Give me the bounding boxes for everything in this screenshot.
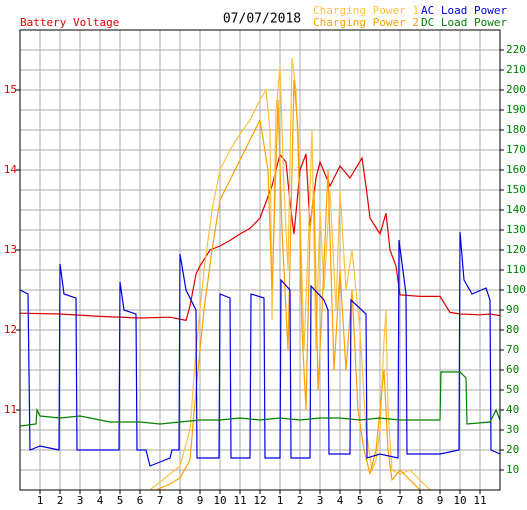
y2-tick-label: 200 <box>506 83 526 96</box>
series-line <box>155 79 421 490</box>
x-tick-label: 2 <box>57 494 64 507</box>
y2-tick-label: 80 <box>506 323 519 336</box>
y2-tick-label: 90 <box>506 303 519 316</box>
legend-label: DC Load Power <box>421 16 507 29</box>
x-tick-label: 8 <box>177 494 184 507</box>
x-tick-label: 5 <box>357 494 364 507</box>
legend-label: Charging Power 2 <box>313 16 419 29</box>
y2-tick-label: 150 <box>506 183 526 196</box>
y2-tick-label: 140 <box>506 203 526 216</box>
x-tick-label: 12 <box>253 494 266 507</box>
x-tick-label: 9 <box>197 494 204 507</box>
series-line <box>20 371 500 427</box>
x-tick-label: 3 <box>317 494 324 507</box>
y2-tick-label: 70 <box>506 343 519 356</box>
x-tick-label: 7 <box>157 494 164 507</box>
y-tick-label: 14 <box>4 163 18 176</box>
x-tick-label: 7 <box>397 494 404 507</box>
legend-label: Charging Power 1 <box>313 4 419 17</box>
plot-lines <box>20 57 500 490</box>
x-tick-label: 6 <box>137 494 144 507</box>
x-tick-label: 1 <box>37 494 44 507</box>
y2-tick-label: 160 <box>506 163 526 176</box>
x-tick-label: 10 <box>213 494 226 507</box>
y2-tick-label: 60 <box>506 363 519 376</box>
x-tick-label: 11 <box>473 494 486 507</box>
y2-tick-label: 130 <box>506 223 526 236</box>
x-tick-label: 11 <box>233 494 246 507</box>
legend-label: AC Load Power <box>421 4 507 17</box>
legend-label: Battery Voltage <box>20 16 119 29</box>
y2-tick-label: 170 <box>506 143 526 156</box>
series-line <box>20 231 500 467</box>
y2-tick-label: 40 <box>506 403 519 416</box>
y2-tick-label: 180 <box>506 123 526 136</box>
x-tick-label: 1 <box>277 494 284 507</box>
x-tick-label: 4 <box>337 494 344 507</box>
x-tick-label: 2 <box>297 494 304 507</box>
x-tick-label: 9 <box>437 494 444 507</box>
y2-tick-label: 220 <box>506 43 526 56</box>
y2-tick-label: 100 <box>506 283 526 296</box>
y2-tick-label: 210 <box>506 63 526 76</box>
y-tick-label: 12 <box>4 323 17 336</box>
y-tick-label: 11 <box>4 403 17 416</box>
x-tick-label: 3 <box>77 494 84 507</box>
x-tick-label: 4 <box>97 494 104 507</box>
y2-tick-label: 10 <box>506 463 519 476</box>
x-tick-label: 6 <box>377 494 384 507</box>
y2-tick-label: 120 <box>506 243 526 256</box>
y-tick-label: 13 <box>4 243 17 256</box>
chart-title: 07/07/2018 <box>223 12 301 27</box>
y2-tick-label: 110 <box>506 263 526 276</box>
x-tick-label: 8 <box>417 494 424 507</box>
x-tick-label: 5 <box>117 494 124 507</box>
x-tick-label: 10 <box>453 494 466 507</box>
y2-tick-label: 190 <box>506 103 526 116</box>
y2-tick-label: 30 <box>506 423 519 436</box>
y2-tick-label: 50 <box>506 383 519 396</box>
y-tick-label: 15 <box>4 83 17 96</box>
y2-tick-label: 20 <box>506 443 519 456</box>
